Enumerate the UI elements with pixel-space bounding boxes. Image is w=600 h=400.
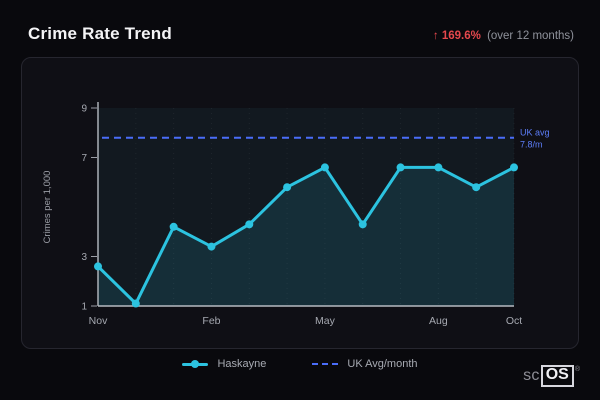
series-line [96, 165, 516, 306]
legend-item-uk-avg[interactable]: UK Avg/month [312, 358, 418, 370]
x-tick-label: Oct [506, 315, 522, 327]
logo-suffix: OS [540, 365, 574, 387]
x-tick-label: Feb [202, 315, 220, 327]
logo-prefix: sc [523, 367, 540, 385]
x-tick-label: Aug [429, 315, 448, 327]
data-point [434, 163, 443, 172]
area-fill [98, 167, 514, 306]
y-axis-title: Crimes per 1,000 [42, 171, 53, 244]
logo-registered-mark: ® [574, 365, 580, 373]
data-point [283, 183, 292, 192]
data-point [510, 163, 518, 172]
chart-card: 9 7 3 1 Nov Feb May Aug Oct UK avg 7.8/m Crimes per… [21, 57, 579, 349]
y-tick-label: 9 [81, 104, 87, 115]
y-tick-label: 3 [81, 252, 87, 263]
x-tick-label: Nov [89, 315, 108, 327]
data-point [358, 220, 367, 229]
trend-delta-value: ↑ 169.6% [432, 30, 481, 42]
legend-label: Haskayne [217, 358, 267, 370]
data-point [472, 183, 481, 192]
trend-caption: (over 12 months) [487, 30, 574, 42]
data-point [131, 299, 140, 308]
dashed-swatch-icon [312, 363, 339, 365]
legend-label: UK Avg/month [347, 358, 418, 370]
data-point [320, 163, 329, 172]
data-point [169, 222, 178, 231]
data-point [207, 242, 216, 251]
uk-avg-label: UK avg [520, 128, 550, 138]
chart-legend: Haskayne UK Avg/month [0, 358, 600, 370]
data-point [396, 163, 405, 172]
legend-item-haskayne[interactable]: Haskayne [182, 358, 266, 370]
y-tick-label: 1 [81, 302, 87, 313]
page-title: Crime Rate Trend [28, 24, 172, 43]
uk-avg-value: 7.8/m [520, 140, 543, 150]
page-header: Crime Rate Trend ↑ 169.6% (over 12 month… [0, 0, 600, 44]
y-tick-label: 7 [81, 153, 87, 164]
scos-logo: sc OS ® [523, 365, 580, 387]
data-point [245, 220, 254, 229]
trend-stat: ↑ 169.6% (over 12 months) [433, 30, 574, 42]
line-swatch-icon [182, 362, 209, 366]
plot-area [98, 108, 514, 306]
x-tick-label: May [315, 315, 336, 327]
data-point [94, 262, 102, 271]
